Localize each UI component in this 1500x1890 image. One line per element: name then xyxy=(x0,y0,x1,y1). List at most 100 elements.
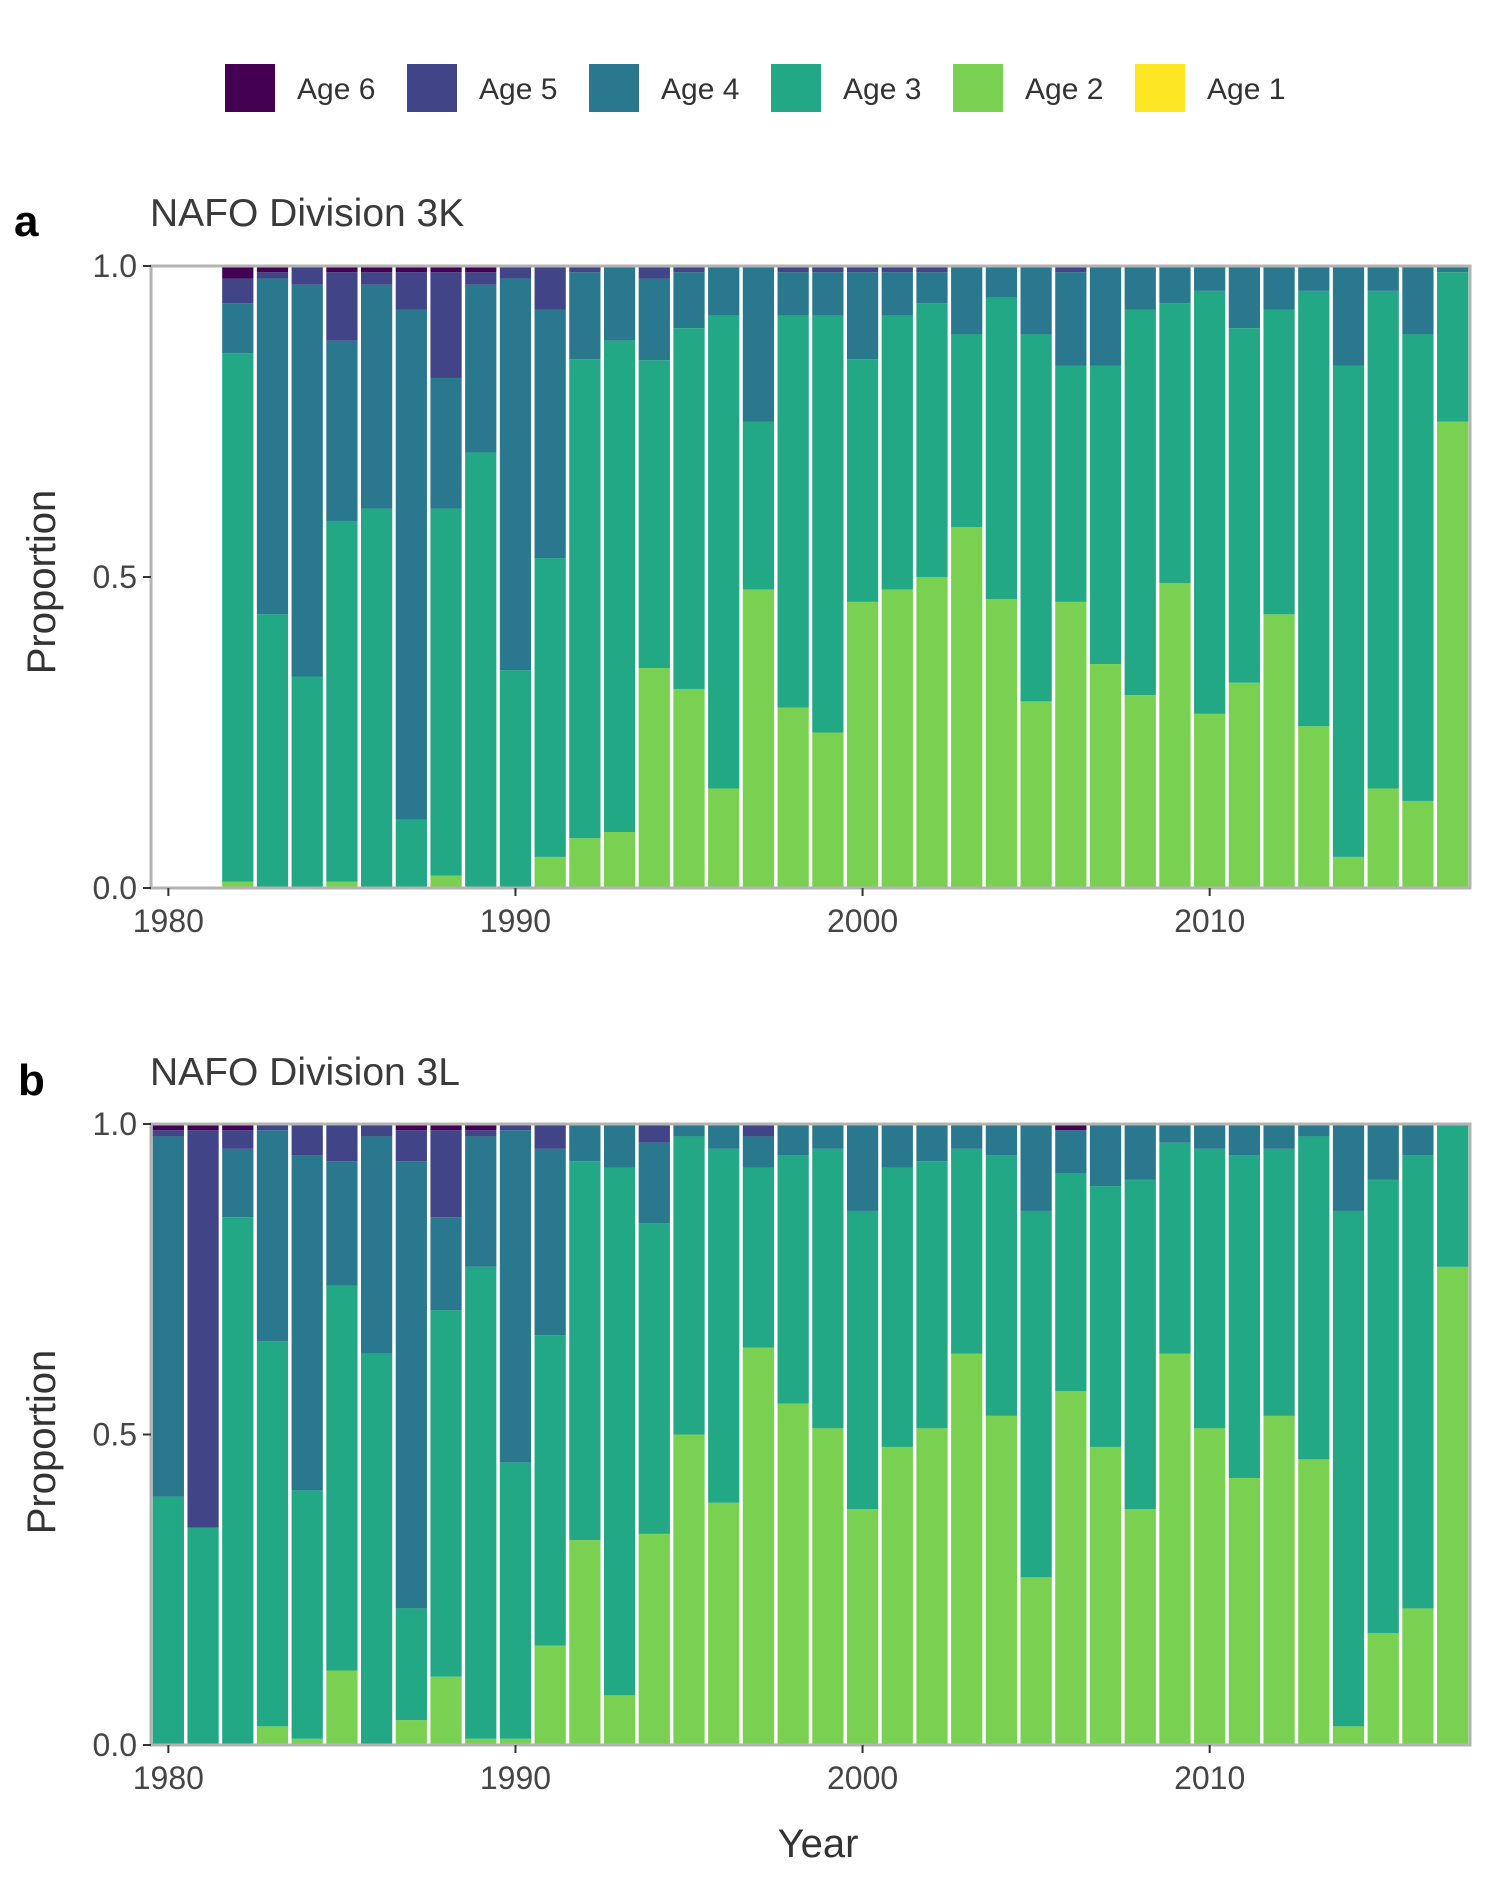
bar-segment-age-3-b-2011 xyxy=(1228,1155,1260,1478)
legend-swatch-age-1 xyxy=(1135,64,1185,112)
bar-segment-age-3-b-2015 xyxy=(1367,1179,1399,1634)
bar-segment-age-3-a-2011 xyxy=(1228,328,1260,683)
bar-segment-age-4-b-2014 xyxy=(1332,1124,1365,1211)
bar-stack-a-1998 xyxy=(777,266,809,888)
bar-stack-b-1991 xyxy=(534,1124,566,1745)
bar-segment-age-6-b-2006 xyxy=(1055,1124,1087,1131)
bar-segment-age-4-b-2012 xyxy=(1263,1124,1295,1149)
bar-segment-age-5-b-1985 xyxy=(326,1124,358,1162)
bar-segment-age-2-b-2007 xyxy=(1089,1446,1122,1745)
bar-segment-age-3-a-1990 xyxy=(499,670,532,888)
panel-tag-b: b xyxy=(18,1056,45,1105)
x-tick-label-a-1980: 1980 xyxy=(133,903,204,939)
bar-segment-age-4-a-1984 xyxy=(291,284,323,677)
bar-segment-age-6-b-1980 xyxy=(152,1124,184,1131)
bar-segment-age-3-b-2008 xyxy=(1124,1179,1156,1510)
bar-stack-b-1982 xyxy=(222,1124,254,1745)
bar-segment-age-4-b-1996 xyxy=(708,1124,740,1149)
bar-segment-age-3-a-2010 xyxy=(1194,290,1226,714)
bar-segment-age-2-a-2007 xyxy=(1089,664,1122,888)
panel-title-b: NAFO Division 3L xyxy=(150,1051,460,1094)
bar-segment-age-3-a-1986 xyxy=(361,508,393,888)
bar-segment-age-3-a-2007 xyxy=(1089,365,1122,665)
bar-segment-age-2-a-2003 xyxy=(951,527,983,888)
bar-stack-a-2000 xyxy=(846,266,879,888)
legend-label-age-3: Age 3 xyxy=(843,73,921,106)
bar-segment-age-5-b-1980 xyxy=(152,1130,184,1137)
bar-segment-age-3-b-1992 xyxy=(569,1161,601,1541)
bar-stack-b-2008 xyxy=(1124,1124,1156,1745)
panel-b: b NAFO Division 3L Proportion 0.0 0.5 1.0 1… xyxy=(18,1051,1472,1796)
bar-segment-age-4-a-2001 xyxy=(881,272,913,316)
bar-segment-age-4-b-1986 xyxy=(361,1136,393,1354)
bar-segment-age-3-a-2000 xyxy=(846,359,879,602)
x-tick-label-a-2000: 2000 xyxy=(827,903,898,939)
bar-segment-age-3-b-1984 xyxy=(291,1490,323,1739)
bar-segment-age-2-a-1995 xyxy=(673,688,705,888)
bar-segment-age-3-a-2017 xyxy=(1437,272,1469,422)
bar-segment-age-3-b-2009 xyxy=(1159,1142,1191,1354)
panel-title-a: NAFO Division 3K xyxy=(150,192,464,235)
bar-stack-a-1985 xyxy=(326,266,358,888)
bar-stack-a-2001 xyxy=(881,266,913,888)
bar-segment-age-3-a-2003 xyxy=(951,334,983,528)
bar-segment-age-2-a-1988 xyxy=(430,875,462,888)
bar-stack-a-1984 xyxy=(291,266,323,888)
bar-segment-age-4-a-2013 xyxy=(1298,266,1330,291)
bar-segment-age-5-a-1982 xyxy=(222,278,254,304)
bar-segment-age-5-b-1991 xyxy=(534,1124,566,1149)
bar-stack-b-1997 xyxy=(742,1124,775,1745)
bar-segment-age-4-a-1982 xyxy=(222,303,254,354)
bar-segment-age-4-a-2011 xyxy=(1228,266,1260,329)
bar-segment-age-4-b-1995 xyxy=(673,1124,705,1137)
bar-stack-a-1982 xyxy=(222,266,254,888)
bar-segment-age-2-b-1995 xyxy=(673,1434,705,1745)
bar-segment-age-4-b-2002 xyxy=(916,1124,948,1162)
bar-segment-age-2-b-1991 xyxy=(534,1645,566,1745)
bar-segment-age-3-a-1992 xyxy=(569,359,601,839)
bar-segment-age-4-a-2016 xyxy=(1402,266,1434,335)
bar-stack-a-2010 xyxy=(1194,266,1226,888)
bar-stack-a-2011 xyxy=(1228,266,1260,888)
bar-stack-b-1985 xyxy=(326,1124,358,1745)
bar-stack-a-2007 xyxy=(1089,266,1122,888)
bar-segment-age-3-a-2009 xyxy=(1159,303,1191,584)
bar-segment-age-4-a-2003 xyxy=(951,266,983,335)
bar-segment-age-4-a-2014 xyxy=(1332,266,1365,366)
bar-segment-age-4-a-2005 xyxy=(1020,266,1052,335)
bar-stack-b-1983 xyxy=(256,1124,289,1745)
bar-segment-age-2-b-2006 xyxy=(1055,1391,1087,1745)
bar-segment-age-3-a-1982 xyxy=(222,353,254,882)
legend-swatch-age-3 xyxy=(771,64,821,112)
bar-segment-age-2-b-2003 xyxy=(951,1353,983,1745)
bar-stack-a-2008 xyxy=(1124,266,1156,888)
bar-segment-age-5-a-1999 xyxy=(812,266,844,273)
bar-segment-age-2-b-2001 xyxy=(881,1446,913,1745)
bar-segment-age-3-b-2006 xyxy=(1055,1173,1087,1392)
bar-segment-age-5-b-1984 xyxy=(291,1124,323,1156)
bar-segment-age-6-b-1988 xyxy=(430,1124,462,1131)
bar-stack-a-1997 xyxy=(742,266,775,888)
bar-stack-a-2003 xyxy=(951,266,983,888)
bar-stack-a-2004 xyxy=(985,266,1018,888)
bar-segment-age-3-a-2014 xyxy=(1332,365,1365,857)
bar-segment-age-2-b-2017 xyxy=(1437,1266,1469,1745)
panel-tag-a: a xyxy=(14,197,39,246)
bar-segment-age-2-b-2009 xyxy=(1159,1353,1191,1745)
bar-stack-b-1980 xyxy=(152,1124,184,1745)
bar-stack-b-2001 xyxy=(881,1124,913,1745)
bar-segment-age-3-b-1996 xyxy=(708,1148,740,1503)
bar-stack-a-2015 xyxy=(1367,266,1399,888)
bar-stack-a-1995 xyxy=(673,266,705,888)
bar-segment-age-3-a-2001 xyxy=(881,315,913,590)
legend-swatch-age-4 xyxy=(589,64,639,112)
bar-segment-age-2-a-1985 xyxy=(326,881,358,888)
bar-segment-age-6-a-1986 xyxy=(361,266,393,273)
bar-segment-age-6-a-1982 xyxy=(222,266,254,279)
x-tick-label-b-2010: 2010 xyxy=(1174,1760,1245,1796)
bar-segment-age-4-a-1999 xyxy=(812,272,844,316)
bar-segment-age-4-a-1987 xyxy=(395,309,427,820)
bar-segment-age-2-a-1996 xyxy=(708,788,740,888)
bar-segment-age-4-b-1990 xyxy=(499,1130,532,1463)
bar-segment-age-2-a-1991 xyxy=(534,856,566,888)
